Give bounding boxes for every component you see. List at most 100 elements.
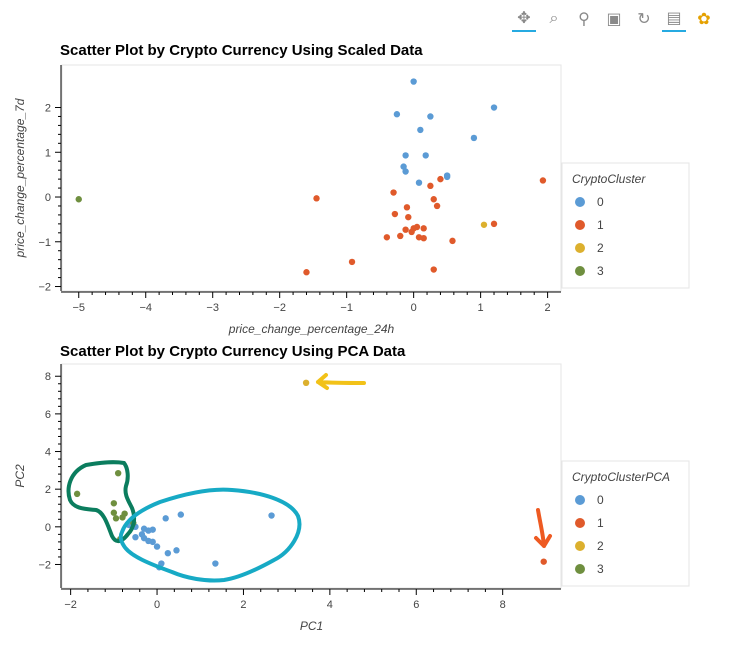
scatter-point-cluster-0[interactable]: [402, 168, 409, 175]
scatter-point-cluster-0[interactable]: [212, 560, 219, 567]
legend-marker-1[interactable]: [575, 220, 585, 230]
scatter-point-cluster-1[interactable]: [408, 228, 415, 236]
x-tick-label: 8: [500, 599, 506, 611]
scatter-point-cluster-0[interactable]: [415, 179, 423, 186]
scatter-point-cluster-2[interactable]: [302, 379, 310, 387]
x-tick-label: −1: [340, 302, 353, 314]
legend-label-2[interactable]: 2: [597, 241, 604, 255]
scatter-point-cluster-1[interactable]: [313, 195, 320, 202]
scatter-point-cluster-0[interactable]: [443, 173, 451, 181]
scatter-point-cluster-1[interactable]: [391, 210, 399, 218]
scatter-point-cluster-0[interactable]: [268, 512, 275, 519]
scatter-point-cluster-0[interactable]: [132, 533, 139, 541]
scatter-point-cluster-1[interactable]: [383, 234, 391, 241]
chart-title-scaled: Scatter Plot by Crypto Currency Using Sc…: [60, 42, 423, 59]
scatter-plot-pca[interactable]: −2 0 2 4 6 8 −2 0 2 4 6 8 PC1 PC2 CryptoClusterPCA 0 1 2 3: [0, 360, 734, 645]
x-tick-label: −2: [64, 599, 77, 611]
scatter-point-cluster-0[interactable]: [402, 152, 409, 159]
scatter-point-cluster-1[interactable]: [539, 177, 547, 184]
legend-marker-0[interactable]: [575, 495, 585, 505]
scatter-point-cluster-0[interactable]: [410, 78, 417, 85]
x-tick-label: 4: [327, 599, 333, 611]
wheel-zoom-tool-icon[interactable]: ⚲: [578, 11, 590, 28]
scatter-point-cluster-3[interactable]: [112, 515, 120, 522]
legend-label-0[interactable]: 0: [597, 195, 604, 209]
scatter-point-cluster-0[interactable]: [417, 126, 424, 134]
y-tick-label: 6: [45, 409, 51, 421]
x-tick-label: 1: [478, 302, 484, 314]
scatter-point-cluster-0[interactable]: [153, 543, 161, 550]
scatter-point-cluster-0[interactable]: [162, 515, 169, 522]
legend-label-3[interactable]: 3: [597, 562, 604, 576]
y-tick-label: 8: [45, 371, 51, 383]
scatter-point-cluster-3[interactable]: [114, 469, 122, 477]
scatter-point-cluster-1[interactable]: [397, 232, 404, 240]
save-tool-icon[interactable]: ▣: [606, 11, 622, 28]
annotation-circle-blue: [118, 487, 302, 583]
scatter-point-cluster-1[interactable]: [303, 269, 310, 276]
legend: CryptoCluster 0 1 2 3: [561, 162, 690, 289]
legend-marker-2[interactable]: [575, 541, 585, 551]
scatter-point-cluster-1[interactable]: [420, 225, 427, 232]
x-tick-label: 2: [545, 302, 551, 314]
x-tick-label: 6: [413, 599, 419, 611]
scatter-point-cluster-0[interactable]: [145, 537, 152, 545]
scatter-point-cluster-1[interactable]: [413, 223, 421, 231]
box-zoom-tool-icon[interactable]: ⌕: [549, 10, 559, 27]
scatter-point-cluster-0[interactable]: [393, 111, 401, 118]
y-tick-label: 1: [45, 147, 51, 159]
scatter-point-cluster-2[interactable]: [480, 221, 488, 228]
scatter-point-cluster-0[interactable]: [422, 152, 429, 159]
scatter-point-cluster-1[interactable]: [390, 189, 397, 196]
scatter-point-cluster-1[interactable]: [449, 237, 456, 245]
legend-marker-3[interactable]: [575, 564, 585, 574]
scatter-point-cluster-1[interactable]: [430, 196, 437, 203]
scatter-point-cluster-3[interactable]: [73, 490, 81, 498]
scatter-point-cluster-1[interactable]: [490, 220, 498, 228]
scatter-point-cluster-1[interactable]: [540, 558, 547, 565]
scatter-point-cluster-3[interactable]: [110, 500, 118, 507]
scatter-point-cluster-1[interactable]: [405, 213, 412, 221]
legend-marker-0[interactable]: [575, 197, 585, 207]
legend-marker-1[interactable]: [575, 518, 585, 528]
scatter-point-cluster-1[interactable]: [420, 234, 427, 242]
scatter-point-cluster-0[interactable]: [490, 104, 498, 111]
scatter-point-cluster-0[interactable]: [470, 134, 478, 142]
y-tick-label: 4: [45, 447, 51, 459]
scatter-point-cluster-3[interactable]: [75, 196, 82, 203]
pan-tool-icon[interactable]: ✥: [512, 6, 536, 32]
scatter-point-cluster-0[interactable]: [427, 113, 434, 120]
scatter-point-cluster-0[interactable]: [400, 163, 407, 170]
scatter-plot-scaled[interactable]: −5 −4 −3 −2 −1 0 1 2 −2 −1 0 1 2 price_change_percent…: [0, 60, 734, 350]
bokeh-toolbar: ✥ ⌕ ⚲ ▣ ↻ ▤ ✿: [512, 6, 716, 32]
y-tick-label: −2: [38, 282, 51, 294]
scatter-point-cluster-1[interactable]: [403, 204, 411, 211]
scatter-point-cluster-0[interactable]: [173, 547, 180, 554]
reset-tool-icon[interactable]: ↻: [637, 11, 651, 28]
annotation-circle-green: [66, 460, 137, 543]
hover-tool-icon[interactable]: ▤: [662, 6, 686, 32]
legend-label-1[interactable]: 1: [597, 516, 604, 530]
y-tick-label: 2: [45, 103, 51, 115]
scatter-point-cluster-1[interactable]: [427, 182, 434, 190]
x-tick-label: −3: [206, 302, 219, 314]
legend-label-2[interactable]: 2: [597, 539, 604, 553]
scatter-point-cluster-0[interactable]: [149, 526, 156, 533]
legend-marker-2[interactable]: [575, 243, 585, 253]
scatter-point-cluster-3[interactable]: [119, 514, 126, 521]
legend-label-1[interactable]: 1: [597, 218, 604, 232]
scatter-point-cluster-1[interactable]: [348, 258, 356, 266]
scatter-point-cluster-1[interactable]: [402, 226, 409, 233]
chart-title-pca: Scatter Plot by Crypto Currency Using PC…: [60, 343, 406, 360]
scatter-point-cluster-1[interactable]: [437, 175, 444, 183]
legend-label-0[interactable]: 0: [597, 493, 604, 507]
legend-label-3[interactable]: 3: [597, 264, 604, 278]
scatter-point-cluster-1[interactable]: [433, 202, 441, 210]
scatter-point-cluster-0[interactable]: [177, 511, 185, 518]
scatter-point-cluster-0[interactable]: [164, 549, 172, 557]
y-tick-label: 0: [45, 192, 51, 204]
scatter-point-cluster-3[interactable]: [110, 509, 118, 516]
scatter-point-cluster-1[interactable]: [430, 266, 437, 273]
legend-marker-3[interactable]: [575, 266, 585, 276]
x-tick-label: −2: [273, 302, 286, 314]
